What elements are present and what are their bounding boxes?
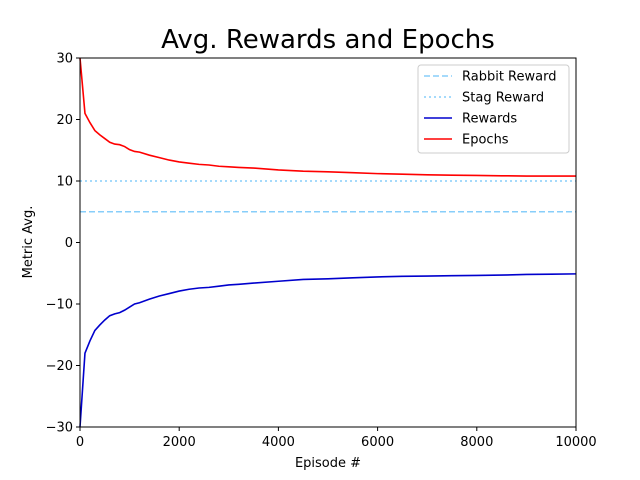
legend-box [417,64,570,154]
series-line-epochs [79,57,576,177]
legend-label: Rewards [462,112,517,127]
legend-label: Stag Reward [462,91,544,106]
y-tick-label: 20 [56,113,73,128]
x-tick-label: 6000 [361,435,394,450]
axes: 0 2000 4000 6000 8000 10000 −30 −20 −10 0 10 20 30 [46,52,597,451]
legend: Rabbit Reward Stag Reward Rewards Epochs [417,64,570,154]
legend-label: Epochs [462,133,509,148]
y-tick-label: 10 [56,175,73,190]
plot-area [79,57,577,428]
series-line-rewards [79,273,577,428]
x-tick-label: 10000 [555,435,596,450]
y-tick-label: −20 [46,359,73,374]
y-tick-label: −10 [46,298,73,313]
y-tick-label: −30 [46,421,73,436]
x-tick-label: 0 [76,435,84,450]
y-tick-label: 30 [56,52,73,67]
y-tick-label: 0 [65,236,73,251]
x-axis-label: Episode # [295,456,361,471]
x-tick-label: 2000 [163,435,196,450]
legend-label: Rabbit Reward [462,70,556,85]
chart-title: Avg. Rewards and Epochs [161,25,495,55]
y-axis-label: Metric Avg. [21,206,36,279]
x-tick-label: 4000 [262,435,295,450]
x-tick-label: 8000 [460,435,493,450]
